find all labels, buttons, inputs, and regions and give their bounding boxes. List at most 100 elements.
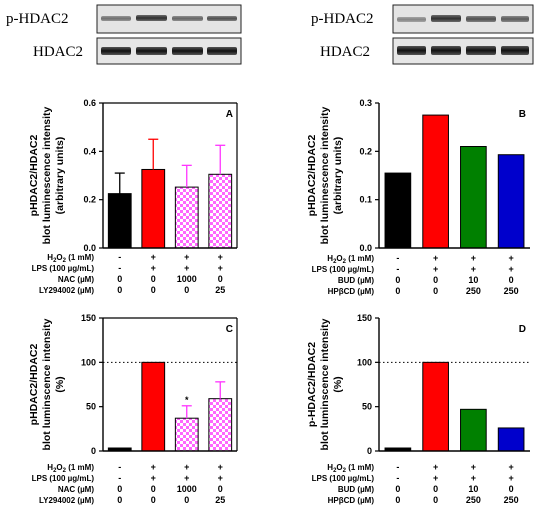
y-axis-label: pHDAC2/HDAC2 [28,135,40,217]
y-tick-label: 0.4 [83,146,96,156]
condition-value: 0 [151,285,156,295]
condition-label: LPS (100 µg/mL) [312,265,375,274]
condition-value: 0 [184,285,189,295]
bar-1 [384,172,412,249]
condition-label: H2O2 (1 mM) [327,254,374,265]
condition-value: 0 [395,484,400,494]
condition-value: 0 [184,495,189,505]
condition-value: + [151,252,156,262]
condition-value: + [184,462,189,472]
condition-value: + [151,263,156,273]
y-tick-label: 0.2 [359,146,372,156]
y-axis-label: p-HDAC2/HDAC2 [306,342,318,427]
bar-2 [141,361,166,452]
condition-value: 0 [395,495,400,505]
bar-1 [107,193,132,249]
condition-value: - [118,252,121,262]
bar-3 [174,186,199,249]
condition-label: LY294002 (µM) [39,286,94,295]
condition-value: 10 [468,275,478,285]
y-tick-label: 100 [81,357,96,367]
panel-letter: B [519,109,526,120]
condition-value: + [184,473,189,483]
y-tick-label: 0.0 [83,243,96,253]
y-tick-label: 0.0 [359,243,372,253]
condition-value: + [218,263,223,273]
y-axis-label: blot luminscence intensity [41,318,53,450]
condition-label: LPS (100 µg/mL) [32,474,95,483]
condition-value: + [151,462,156,472]
condition-value: - [396,462,399,472]
y-axis-label: blot luminescence intensity [41,106,53,244]
condition-value: 0 [509,484,514,494]
condition-label: LPS (100 µg/mL) [32,264,95,273]
condition-value: + [508,462,513,472]
condition-value: + [151,473,156,483]
condition-label: NAC (µM) [58,275,94,284]
y-axis-label: blot luminscence intensity [319,318,331,450]
blot-left-row1-label: p-HDAC2 [6,11,69,27]
y-tick-label: 100 [357,357,372,367]
panel-letter: C [226,324,233,335]
bar-4 [497,427,525,452]
condition-label: HPβCD (µM) [328,287,375,296]
condition-value: + [184,263,189,273]
condition-value: 250 [504,286,519,296]
y-axis-label: (%) [332,376,344,392]
bar-3 [174,417,199,452]
y-axis-label: (%) [54,376,66,392]
bar-4 [208,398,233,452]
condition-value: 0 [395,286,400,296]
condition-value: 0 [395,275,400,285]
condition-value: - [118,473,121,483]
condition-value: 250 [466,495,481,505]
condition-value: 0 [117,274,122,284]
condition-value: 1000 [177,484,197,494]
condition-value: 0 [117,495,122,505]
condition-value: 0 [433,275,438,285]
condition-value: 0 [117,285,122,295]
condition-value: + [508,473,513,483]
bar-2 [422,361,449,452]
blot-right-row2-label: HDAC2 [320,44,370,60]
panel-letter: D [519,324,526,335]
bar-2 [422,114,449,249]
condition-value: + [471,473,476,483]
y-axis-label: (arbitrary units) [54,137,66,215]
condition-value: + [184,252,189,262]
blot-right-bands [397,15,529,55]
condition-value: + [471,253,476,263]
blot-left-bands [101,15,237,55]
condition-value: 0 [151,274,156,284]
condition-value: - [118,462,121,472]
condition-value: 0 [509,275,514,285]
condition-label: BUD (µM) [338,485,374,494]
y-tick-label: 0 [367,446,372,456]
bar-2 [141,168,166,249]
y-tick-label: 0.2 [83,195,96,205]
y-tick-label: 0.3 [359,98,372,108]
condition-value: 0 [151,495,156,505]
blot-right: p-HDAC2 HDAC2 [311,4,534,65]
condition-value: + [433,253,438,263]
y-axis-label: blot luminescence intensity [319,106,331,244]
y-axis-label: pHDAC2/HDAC2 [28,344,40,426]
condition-value: - [396,264,399,274]
condition-value: + [218,252,223,262]
condition-value: + [218,473,223,483]
condition-label: HPβCD (µM) [328,496,375,505]
condition-value: + [471,264,476,274]
condition-value: - [118,263,121,273]
condition-value: 0 [117,484,122,494]
bar-4 [208,173,233,249]
condition-value: 1000 [177,274,197,284]
blot-left-row2-label: HDAC2 [33,44,83,60]
condition-label: H2O2 (1 mM) [47,463,94,474]
condition-value: - [396,253,399,263]
y-axis-label: (arbitrary units) [332,137,344,215]
y-tick-label: 50 [362,402,372,412]
condition-value: 25 [215,495,225,505]
